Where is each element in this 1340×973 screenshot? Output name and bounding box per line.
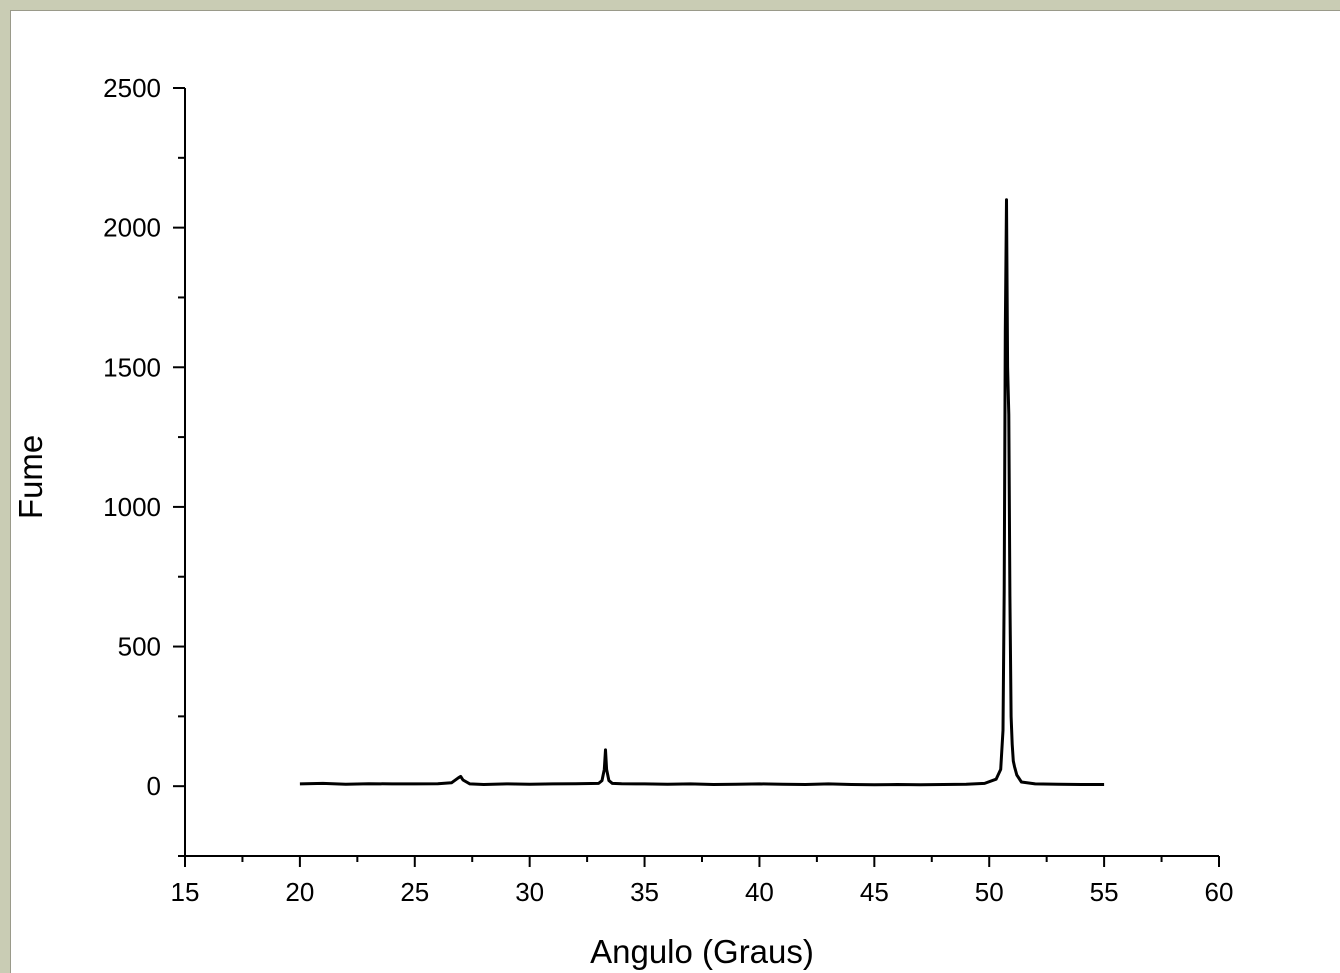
- x-tick-label: 45: [860, 877, 889, 907]
- axes: [185, 88, 1219, 856]
- x-tick-label: 30: [515, 877, 544, 907]
- chart-panel: 15 20 25 30 35 40 45 50 55 60 0 500 1000 1500 2000 250…: [10, 10, 1340, 973]
- y-tick-label: 2500: [103, 73, 161, 103]
- x-tick-label: 20: [285, 877, 314, 907]
- diffraction-series-line: [300, 200, 1104, 785]
- xrd-chart: 15 20 25 30 35 40 45 50 55 60 0 500 1000 1500 2000 250…: [11, 11, 1340, 973]
- x-tick-label: 40: [745, 877, 774, 907]
- y-tick-label: 500: [118, 632, 161, 662]
- plot-area: [300, 200, 1104, 785]
- x-tick-label: 25: [400, 877, 429, 907]
- x-tick-label: 60: [1205, 877, 1234, 907]
- x-axis-title: Angulo (Graus): [590, 933, 814, 970]
- y-tick-label: 1000: [103, 492, 161, 522]
- y-axis-ticks: 0 500 1000 1500 2000 2500: [103, 73, 185, 856]
- x-tick-label: 50: [975, 877, 1004, 907]
- x-axis-ticks: 15 20 25 30 35 40 45 50 55 60: [171, 856, 1234, 907]
- y-axis-title: Fume: [12, 435, 49, 519]
- y-tick-label: 2000: [103, 213, 161, 243]
- x-tick-label: 35: [630, 877, 659, 907]
- y-tick-label: 0: [147, 771, 161, 801]
- x-tick-label: 55: [1090, 877, 1119, 907]
- x-tick-label: 15: [171, 877, 200, 907]
- y-tick-label: 1500: [103, 352, 161, 382]
